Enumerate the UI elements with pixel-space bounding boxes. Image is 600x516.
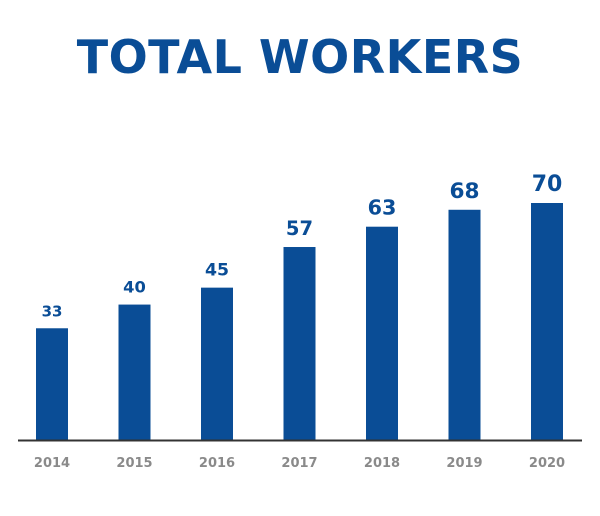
x-tick-label-2020: 2020 <box>529 456 565 471</box>
x-tick-label-2014: 2014 <box>34 456 70 471</box>
value-label-2014: 33 <box>42 302 63 320</box>
bars-group <box>36 203 563 440</box>
value-label-2020: 70 <box>532 172 563 197</box>
value-label-2015: 40 <box>123 278 146 297</box>
value-label-2016: 45 <box>205 261 229 281</box>
bar-2015 <box>118 304 151 440</box>
value-label-2018: 63 <box>368 196 397 220</box>
bar-2018 <box>366 226 398 440</box>
value-label-2017: 57 <box>286 217 313 240</box>
x-tick-label-2018: 2018 <box>364 456 400 471</box>
bar-2017 <box>283 247 316 440</box>
chart-title: TOTAL WORKERS <box>76 30 524 84</box>
x-tick-label-2015: 2015 <box>116 456 152 471</box>
x-tick-label-2019: 2019 <box>446 456 482 471</box>
x-tick-label-2016: 2016 <box>199 456 235 471</box>
bar-2014 <box>36 328 68 440</box>
x-tick-label-2017: 2017 <box>281 456 317 471</box>
bar-2020 <box>531 203 563 440</box>
value-label-2019: 68 <box>449 179 479 204</box>
value-labels-group: 33 40 45 57 63 68 70 <box>42 172 563 320</box>
bar-2019 <box>448 209 481 440</box>
bar-2016 <box>201 287 233 440</box>
x-tick-labels-group: 2014 2015 2016 2017 2018 2019 2020 <box>34 456 565 471</box>
